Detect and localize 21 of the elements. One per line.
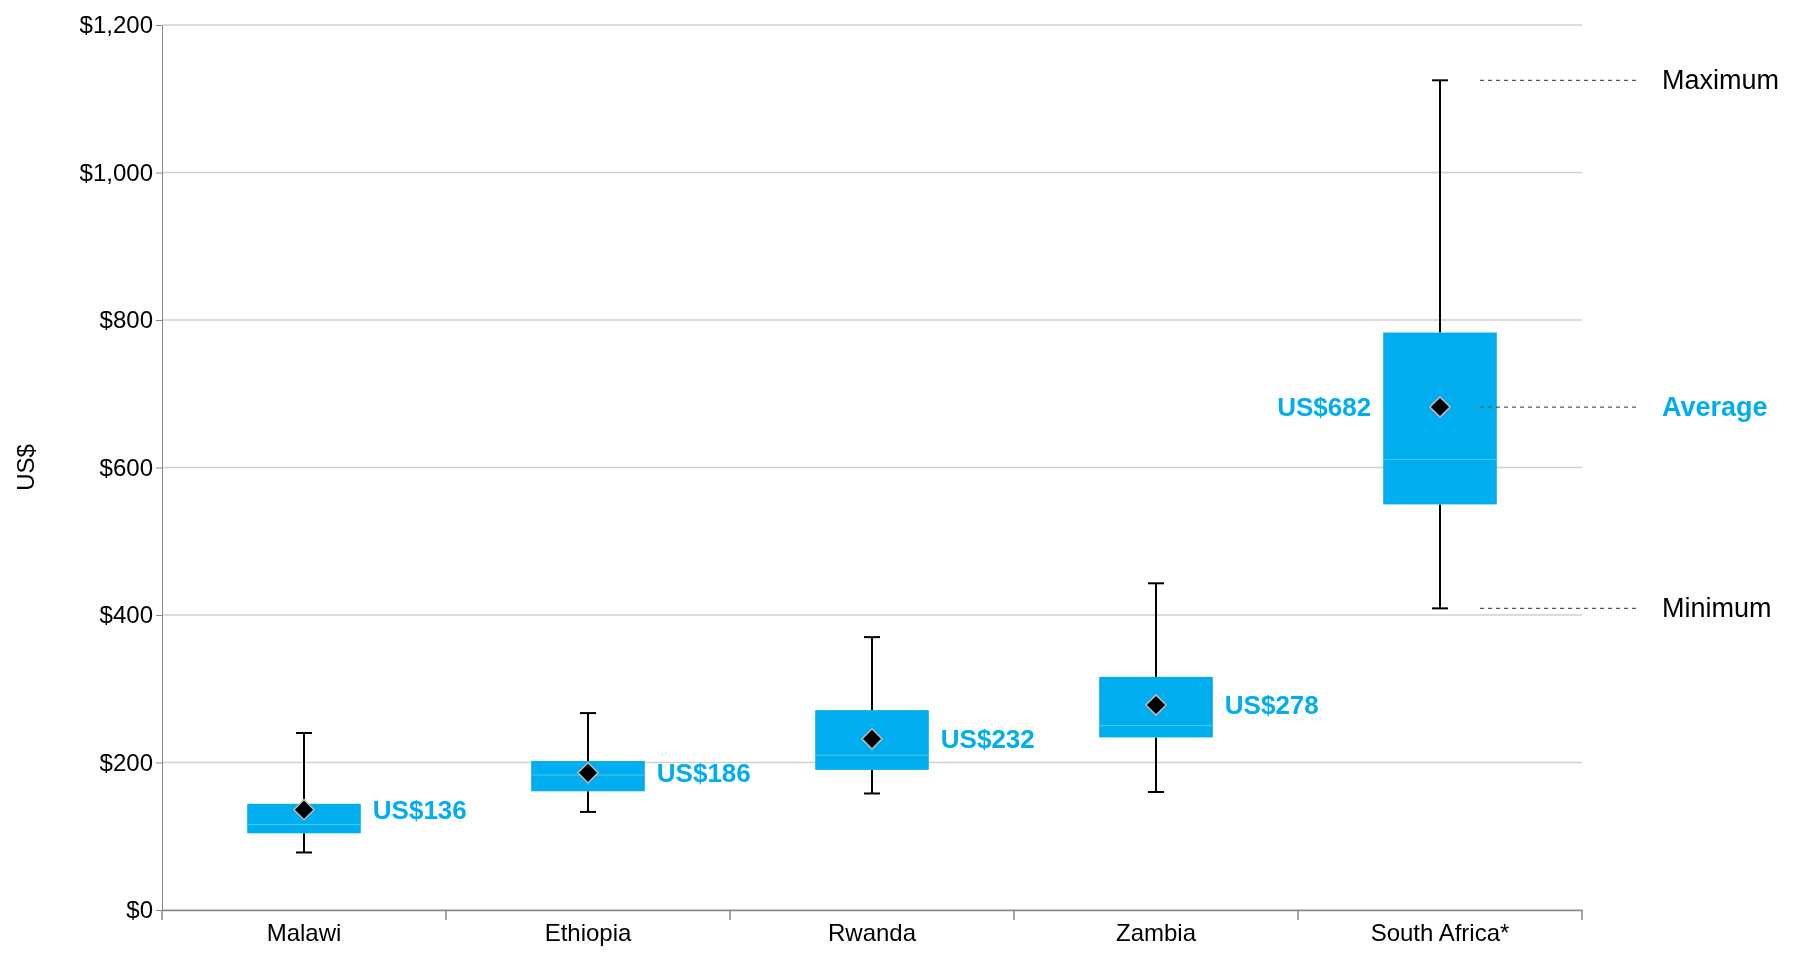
text: US$232 [940, 723, 1035, 754]
y-tick-label: $1,000 [79, 158, 153, 186]
y-tick-label: $200 [99, 748, 153, 776]
y-tick-label: $1,200 [79, 11, 153, 39]
text: US$278 [1224, 689, 1319, 720]
x-tick-label: Malawi [266, 919, 342, 947]
y-tick-label: $400 [99, 601, 153, 629]
x-tick-label: Ethiopia [544, 919, 633, 947]
text: Minimum [1662, 593, 1772, 624]
y-tick-label: $0 [126, 896, 153, 924]
text: US$136 [372, 794, 467, 825]
x-tick-label: Zambia [1115, 919, 1197, 947]
text: Average [1662, 392, 1768, 423]
text: US$186 [656, 757, 751, 788]
text: Maximum [1662, 65, 1780, 96]
x-tick-label: Rwanda [827, 919, 917, 947]
text: US$682 [1277, 392, 1372, 423]
y-tick-label: $600 [99, 453, 153, 481]
y-tick-label: $800 [99, 306, 153, 334]
y-axis-title: US$ [12, 444, 39, 491]
x-tick-label: South Africa* [1370, 919, 1510, 947]
